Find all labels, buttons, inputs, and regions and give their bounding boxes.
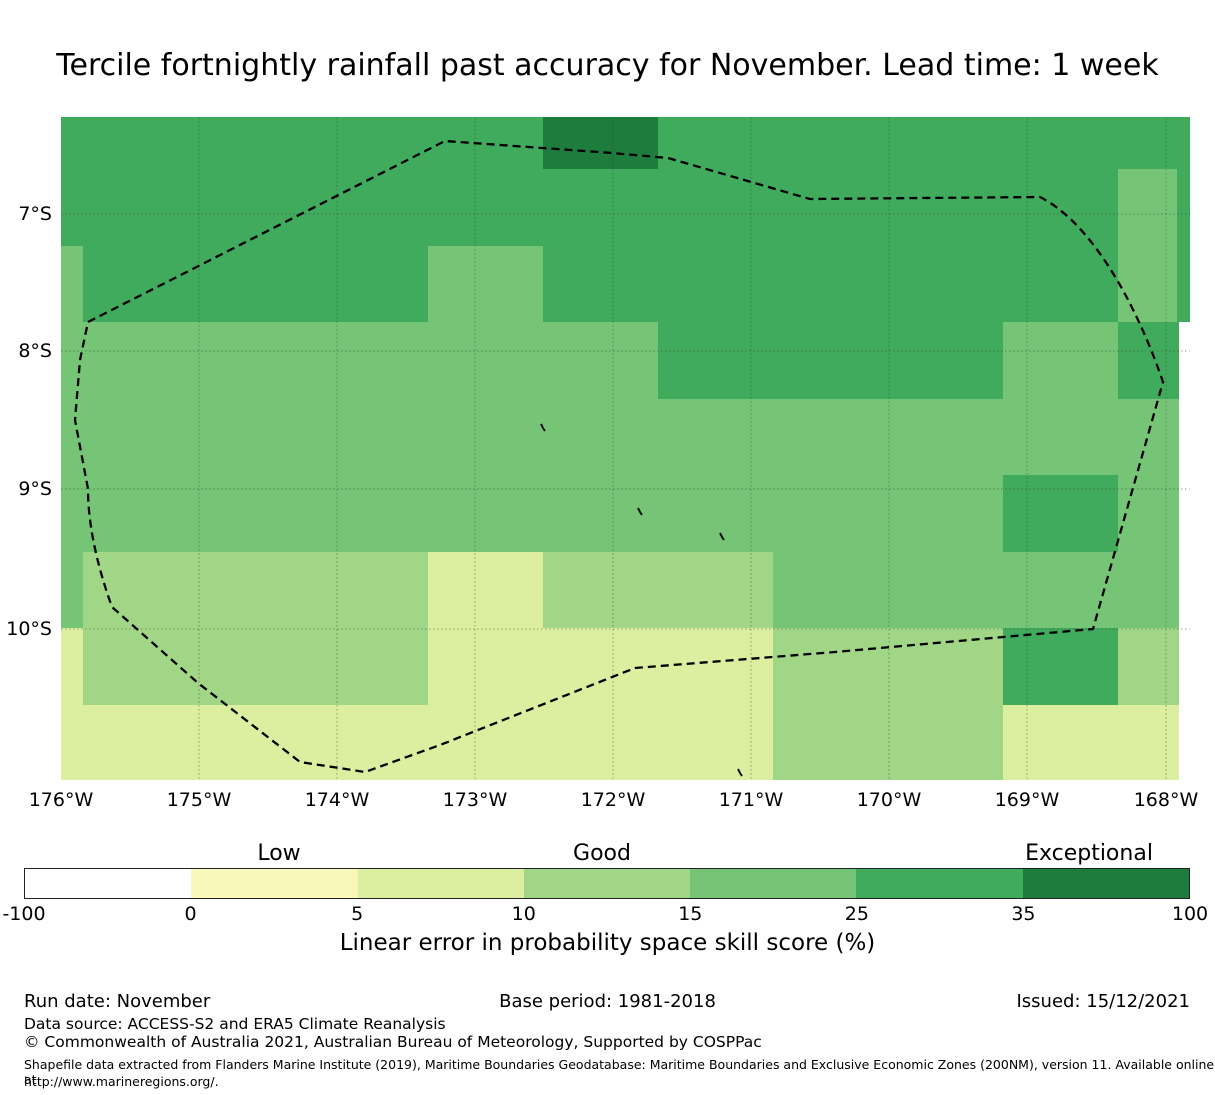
colorbar-segment — [856, 869, 1023, 898]
map-cell — [61, 399, 1179, 475]
map-cell — [61, 552, 83, 628]
x-tick-label: 168°W — [1133, 789, 1199, 811]
x-tick-label: 171°W — [718, 789, 784, 811]
data-source-text: Data source: ACCESS-S2 and ERA5 Climate … — [24, 1015, 446, 1033]
map-cell — [61, 169, 1118, 246]
y-tick-label: 9°S — [18, 478, 52, 500]
map-cell — [773, 552, 1179, 628]
x-tick-label: 173°W — [442, 789, 508, 811]
colorbar-tick-label: 0 — [184, 903, 197, 925]
colorbar-segment — [523, 869, 691, 898]
x-tick-label: 172°W — [580, 789, 646, 811]
colorbar-tick-label: -100 — [2, 903, 46, 925]
map-cell — [773, 628, 1003, 705]
colorbar-tick-label: 25 — [844, 903, 869, 925]
copyright-text: © Commonwealth of Australia 2021, Austra… — [24, 1033, 762, 1051]
colorbar-segment — [690, 869, 857, 898]
map-cell — [773, 705, 1003, 780]
x-tick-label: 176°W — [28, 789, 94, 811]
legend-category-label: Good — [573, 841, 631, 866]
page-title: Tercile fortnightly rainfall past accura… — [56, 48, 1159, 83]
colorbar-segment — [191, 869, 358, 898]
x-tick-label: 170°W — [856, 789, 922, 811]
map-cell — [1003, 705, 1179, 780]
map-cell — [1003, 475, 1118, 552]
map-cell — [428, 628, 773, 705]
base-period-text: Base period: 1981-2018 — [499, 991, 716, 1012]
map-cell — [83, 628, 428, 705]
map-cell — [83, 246, 428, 322]
colorbar-segment — [357, 869, 524, 898]
map-cell — [1003, 322, 1118, 399]
map-cell — [61, 117, 543, 169]
colorbar-segment — [25, 869, 192, 898]
run-date-text: Run date: November — [24, 991, 211, 1012]
shapefile-attribution-line2: http://www.marineregions.org/. — [24, 1074, 219, 1089]
colorbar-segment — [1022, 869, 1189, 898]
y-tick-label: 8°S — [18, 340, 52, 362]
y-tick-label: 7°S — [18, 203, 52, 225]
map-cell — [428, 552, 543, 628]
map-cell — [658, 117, 1190, 169]
map-cell — [543, 246, 1118, 322]
map-cell — [1118, 322, 1179, 399]
colorbar-tick-label: 5 — [351, 903, 364, 925]
colorbar-caption: Linear error in probability space skill … — [339, 930, 876, 956]
map-cell — [1118, 628, 1179, 705]
map-cell — [658, 322, 1003, 399]
map-cell — [1118, 169, 1177, 246]
map-cell — [61, 628, 83, 705]
map-cell — [428, 246, 543, 322]
y-tick-label: 10°S — [6, 618, 52, 640]
colorbar — [24, 868, 1190, 899]
map-cell — [61, 322, 658, 399]
colorbar-tick-label: 10 — [511, 903, 536, 925]
map-cell — [1177, 169, 1190, 246]
colorbar-tick-label: 35 — [1011, 903, 1036, 925]
issued-date-text: Issued: 15/12/2021 — [1016, 991, 1190, 1012]
legend-category-label: Exceptional — [1025, 841, 1153, 866]
map-cell — [61, 705, 773, 780]
map-cell — [61, 246, 83, 322]
map-cell — [543, 117, 658, 169]
x-tick-label: 175°W — [166, 789, 232, 811]
colorbar-tick-label: 100 — [1171, 903, 1209, 925]
map-cell — [1118, 475, 1179, 552]
x-tick-label: 169°W — [994, 789, 1060, 811]
colorbar-tick-label: 15 — [678, 903, 703, 925]
legend-category-label: Low — [257, 841, 301, 866]
map-cell — [83, 552, 428, 628]
x-tick-label: 174°W — [304, 789, 370, 811]
map-cell — [543, 552, 773, 628]
map-cell — [1177, 246, 1190, 322]
map-cell — [1118, 246, 1177, 322]
shapefile-attribution-line1: Shapefile data extracted from Flanders M… — [24, 1057, 1215, 1087]
map-cell — [61, 475, 1003, 552]
map-cell — [1003, 628, 1118, 705]
